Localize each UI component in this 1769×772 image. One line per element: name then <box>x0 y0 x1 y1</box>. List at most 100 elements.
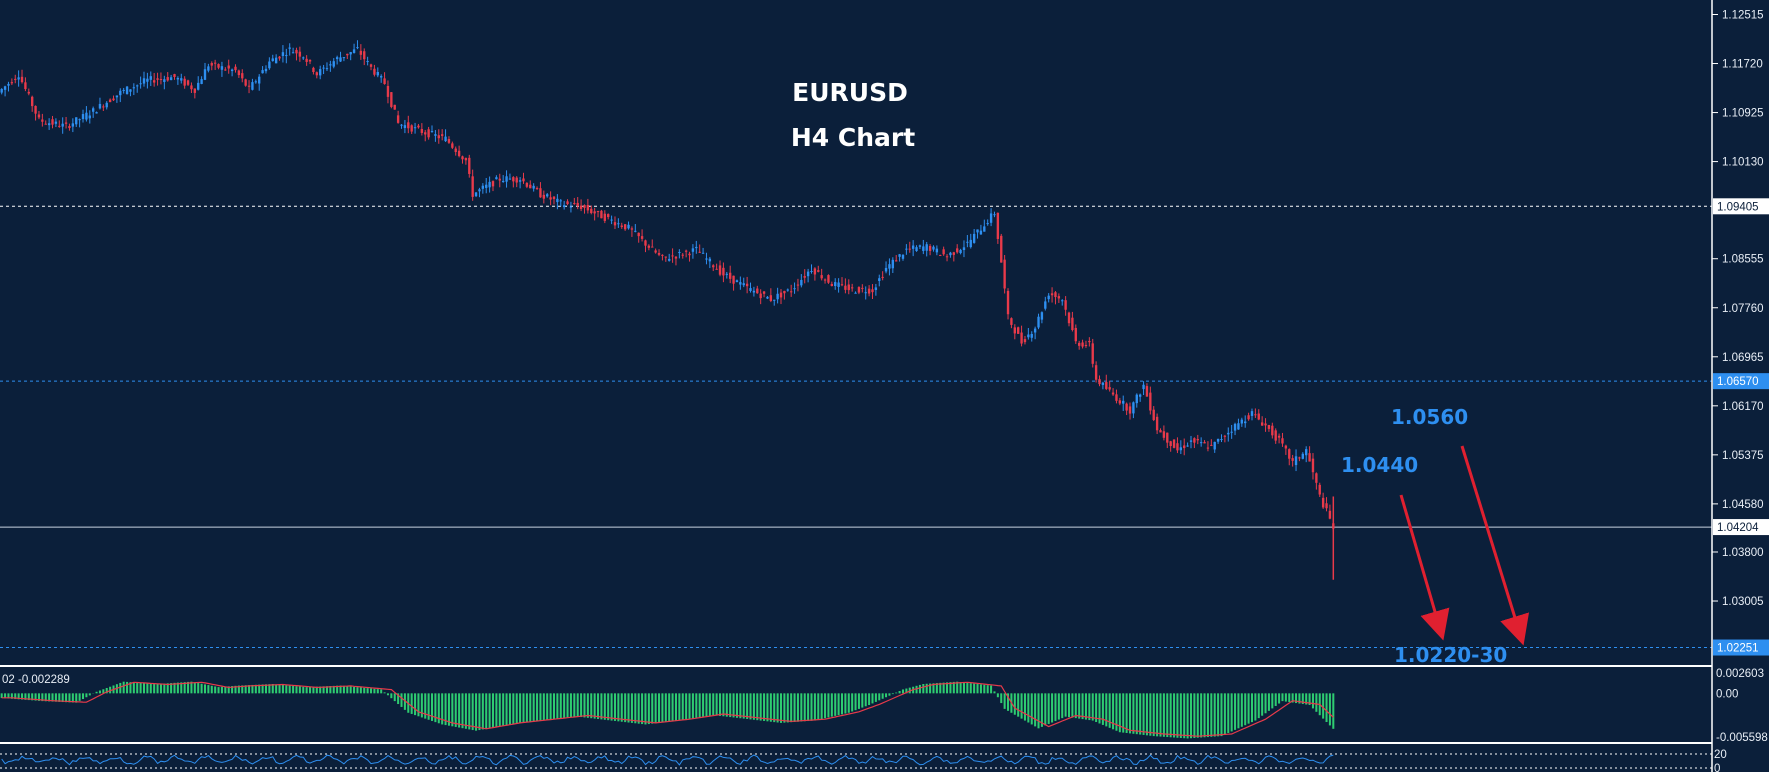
macd-histogram-bar <box>566 693 569 718</box>
candle-body <box>122 89 125 91</box>
candle-body <box>1240 419 1244 424</box>
candle-body <box>800 279 803 286</box>
candle-body <box>20 76 24 83</box>
macd-histogram-bar <box>1301 693 1304 705</box>
candle-body <box>725 273 728 275</box>
candle-body <box>366 61 369 63</box>
macd-histogram-bar <box>641 693 644 725</box>
candle-body <box>0 88 3 93</box>
macd-histogram-bar <box>1311 693 1314 709</box>
macd-histogram-bar <box>580 693 583 718</box>
macd-histogram-bar <box>380 689 383 694</box>
candle-body <box>532 185 535 189</box>
macd-histogram-bar <box>600 693 603 720</box>
candle-body <box>915 247 918 252</box>
candle-body <box>447 138 451 143</box>
macd-histogram-bar <box>918 684 921 694</box>
macd-histogram-bar <box>488 693 491 729</box>
macd-tick-label: 0.00 <box>1716 688 1738 700</box>
candle-body <box>1027 334 1030 338</box>
macd-histogram-bar <box>888 693 891 696</box>
macd-histogram-bar <box>552 693 556 720</box>
candle-body <box>576 202 579 207</box>
candle-body <box>281 52 285 57</box>
macd-histogram-bar <box>14 693 17 700</box>
candle-body <box>478 189 481 192</box>
macd-histogram-bar <box>102 689 105 694</box>
candle-body <box>983 226 986 232</box>
macd-histogram-bar <box>302 686 305 694</box>
candle-body <box>471 176 474 197</box>
candle-body <box>623 224 627 230</box>
macd-histogram-bar <box>681 693 684 721</box>
candle-body <box>1166 432 1169 443</box>
price-axis: 1.12515 1.11720 1.10925 1.10130 1.08555 1.077… <box>1712 9 1764 608</box>
candle-body <box>1250 411 1254 416</box>
candle-body <box>932 246 935 250</box>
macd-histogram-bar <box>81 693 85 700</box>
candle-body <box>1223 435 1227 437</box>
macd-histogram-bar <box>1122 693 1125 733</box>
macd-histogram-bar <box>1142 693 1145 735</box>
candle-body <box>325 68 329 70</box>
macd-histogram-bar <box>1162 693 1165 737</box>
candle-body <box>369 64 373 67</box>
macd-histogram-bar <box>766 693 769 722</box>
macd-histogram-bar <box>1027 693 1030 723</box>
macd-histogram-bar <box>664 693 667 723</box>
macd-histogram-bar <box>1078 693 1081 719</box>
candle-body <box>129 89 132 92</box>
candle-body <box>535 187 539 189</box>
candle-body <box>1321 497 1325 508</box>
macd-histogram-bar <box>1176 693 1179 738</box>
macd-histogram-bar <box>515 693 518 724</box>
candle-body <box>861 287 864 289</box>
candle-body <box>956 248 959 253</box>
candle-body <box>1081 342 1084 347</box>
candle-body <box>1074 327 1077 342</box>
macd-histogram-bar <box>1156 693 1159 737</box>
macd-histogram-bar <box>817 693 820 720</box>
macd-histogram-bar <box>786 693 789 723</box>
candle-body <box>779 292 783 298</box>
macd-histogram-bar <box>159 683 162 694</box>
macd-histogram-bar <box>24 693 27 700</box>
macd-histogram-bar <box>430 693 434 721</box>
candle-body <box>820 275 823 279</box>
macd-histogram-bar <box>1118 693 1121 733</box>
candle-body <box>200 79 203 84</box>
macd-histogram-bar <box>366 688 369 694</box>
candle-body <box>237 70 241 76</box>
macd-histogram-bar <box>4 693 7 699</box>
candle-body <box>1176 443 1179 451</box>
macd-histogram-bar <box>129 682 132 694</box>
macd-histogram-bar <box>403 693 406 710</box>
candle-body <box>945 256 949 258</box>
candle-body <box>349 52 352 55</box>
candle-body <box>1189 440 1193 442</box>
candle-body <box>1054 292 1057 298</box>
candle-body <box>186 80 190 85</box>
macd-histogram-bar <box>868 693 871 705</box>
oscillator-tick-label: 0 <box>1714 763 1720 772</box>
price-tick-label: 1.06965 <box>1722 352 1764 364</box>
macd-histogram-bar <box>149 683 152 694</box>
candle-body <box>1010 318 1013 325</box>
macd-histogram-bar <box>207 685 210 694</box>
candle-body <box>274 57 278 64</box>
candle-body <box>989 213 993 223</box>
macd-histogram-bar <box>702 693 705 717</box>
projection-arrows <box>1399 445 1530 646</box>
candle-body <box>640 236 644 239</box>
macd-histogram-bar <box>1057 693 1060 720</box>
candle-body <box>1254 414 1257 416</box>
candle-body <box>373 68 376 75</box>
macd-histogram-bar <box>170 683 173 694</box>
candle-body <box>454 148 457 153</box>
candle-body <box>966 241 969 243</box>
macd-histogram-bar <box>1210 693 1213 737</box>
macd-histogram-bar <box>597 693 600 719</box>
macd-histogram-bar <box>1203 693 1206 738</box>
macd-histogram-bar <box>735 693 738 718</box>
candle-body <box>244 79 247 86</box>
